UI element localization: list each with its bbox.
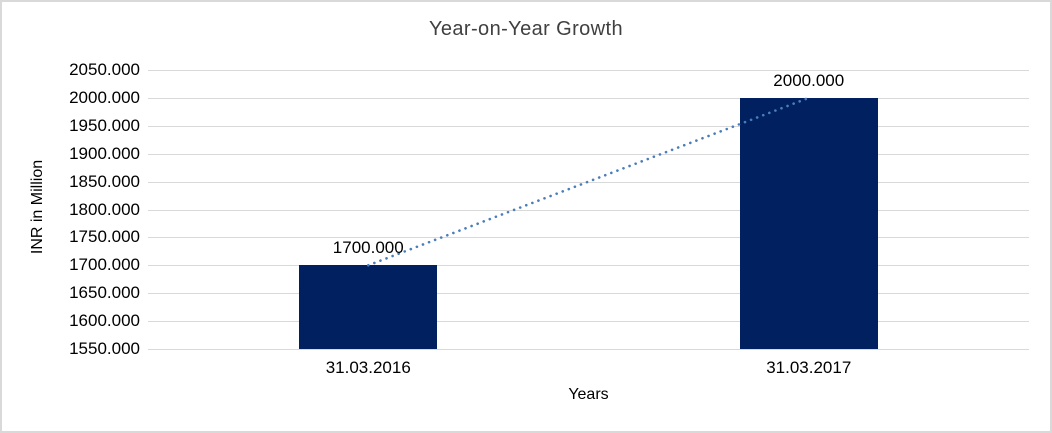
gridline [148,209,1029,211]
x-axis-title: Years [568,386,609,403]
gridline [148,321,1029,323]
bar-value-label: 2000.000 [773,70,845,90]
y-axis-tick-label: 1950.000 [69,115,140,135]
gridline [148,349,1029,350]
y-axis-tick-label: 1900.000 [69,143,140,163]
gridline [148,293,1029,295]
y-axis-tick-label: 1550.000 [69,339,140,358]
y-axis-tick-label: 1850.000 [69,171,140,191]
y-axis-tick-label: 2000.000 [69,87,140,107]
x-axis-tick-label: 31.03.2016 [325,358,411,377]
y-axis-tick-label: 1750.000 [69,227,140,247]
gridline [148,153,1029,155]
gridline [148,237,1029,239]
plot-area: 1700.000 2000.000 [148,70,1029,350]
y-axis-tick-label: 1650.000 [69,283,140,303]
bar-31.03.2016 [299,265,438,349]
y-axis-tick-label: 2050.000 [69,60,140,79]
y-axis-tick-label: 1700.000 [69,255,140,275]
gridline [148,265,1029,267]
gridline [148,125,1029,127]
x-axis-tick-label: 31.03.2017 [766,358,852,377]
y-axis-tick-label: 1800.000 [69,199,140,219]
bar-value-label: 1700.000 [332,238,404,258]
gridline [148,97,1029,99]
bar-31.03.2017 [739,97,878,349]
chart-title: Year-on-Year Growth [428,18,623,40]
gridline [148,70,1029,71]
gridline [148,181,1029,183]
y-axis-tick-label: 1600.000 [69,311,140,331]
